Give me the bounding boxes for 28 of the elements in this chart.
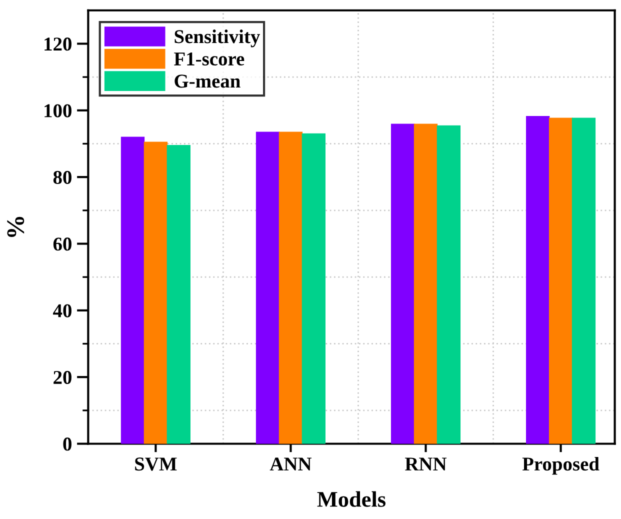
x-tick-label: ANN	[270, 458, 312, 470]
bar	[302, 133, 326, 444]
bar	[144, 142, 168, 444]
bar	[436, 125, 461, 444]
y-tick-label: 60	[53, 238, 72, 251]
bar	[166, 145, 190, 444]
bar	[548, 118, 573, 444]
y-tick-label: 40	[53, 304, 72, 318]
bar	[120, 136, 145, 444]
y-tick-label: 80	[53, 170, 72, 184]
legend-label: F1-score	[174, 52, 244, 66]
x-tick-label: SVM	[135, 458, 177, 471]
bar	[572, 118, 596, 444]
x-tick-label: Proposed	[522, 456, 600, 475]
y-tick-label: 0	[63, 438, 72, 451]
bar	[256, 132, 280, 444]
y-axis-title: %	[7, 216, 24, 237]
y-tick-label: 120	[44, 38, 72, 51]
x-tick-label: RNN	[405, 458, 447, 470]
x-axis-title: Models	[317, 491, 386, 507]
bar	[526, 116, 550, 444]
bar	[414, 124, 438, 444]
bar	[278, 132, 303, 444]
y-tick-label: 100	[44, 104, 72, 118]
y-tick-label: 20	[54, 370, 72, 384]
legend-label: G-mean	[174, 74, 240, 88]
bar	[390, 124, 415, 444]
legend-label: Sensitivity	[174, 30, 260, 48]
